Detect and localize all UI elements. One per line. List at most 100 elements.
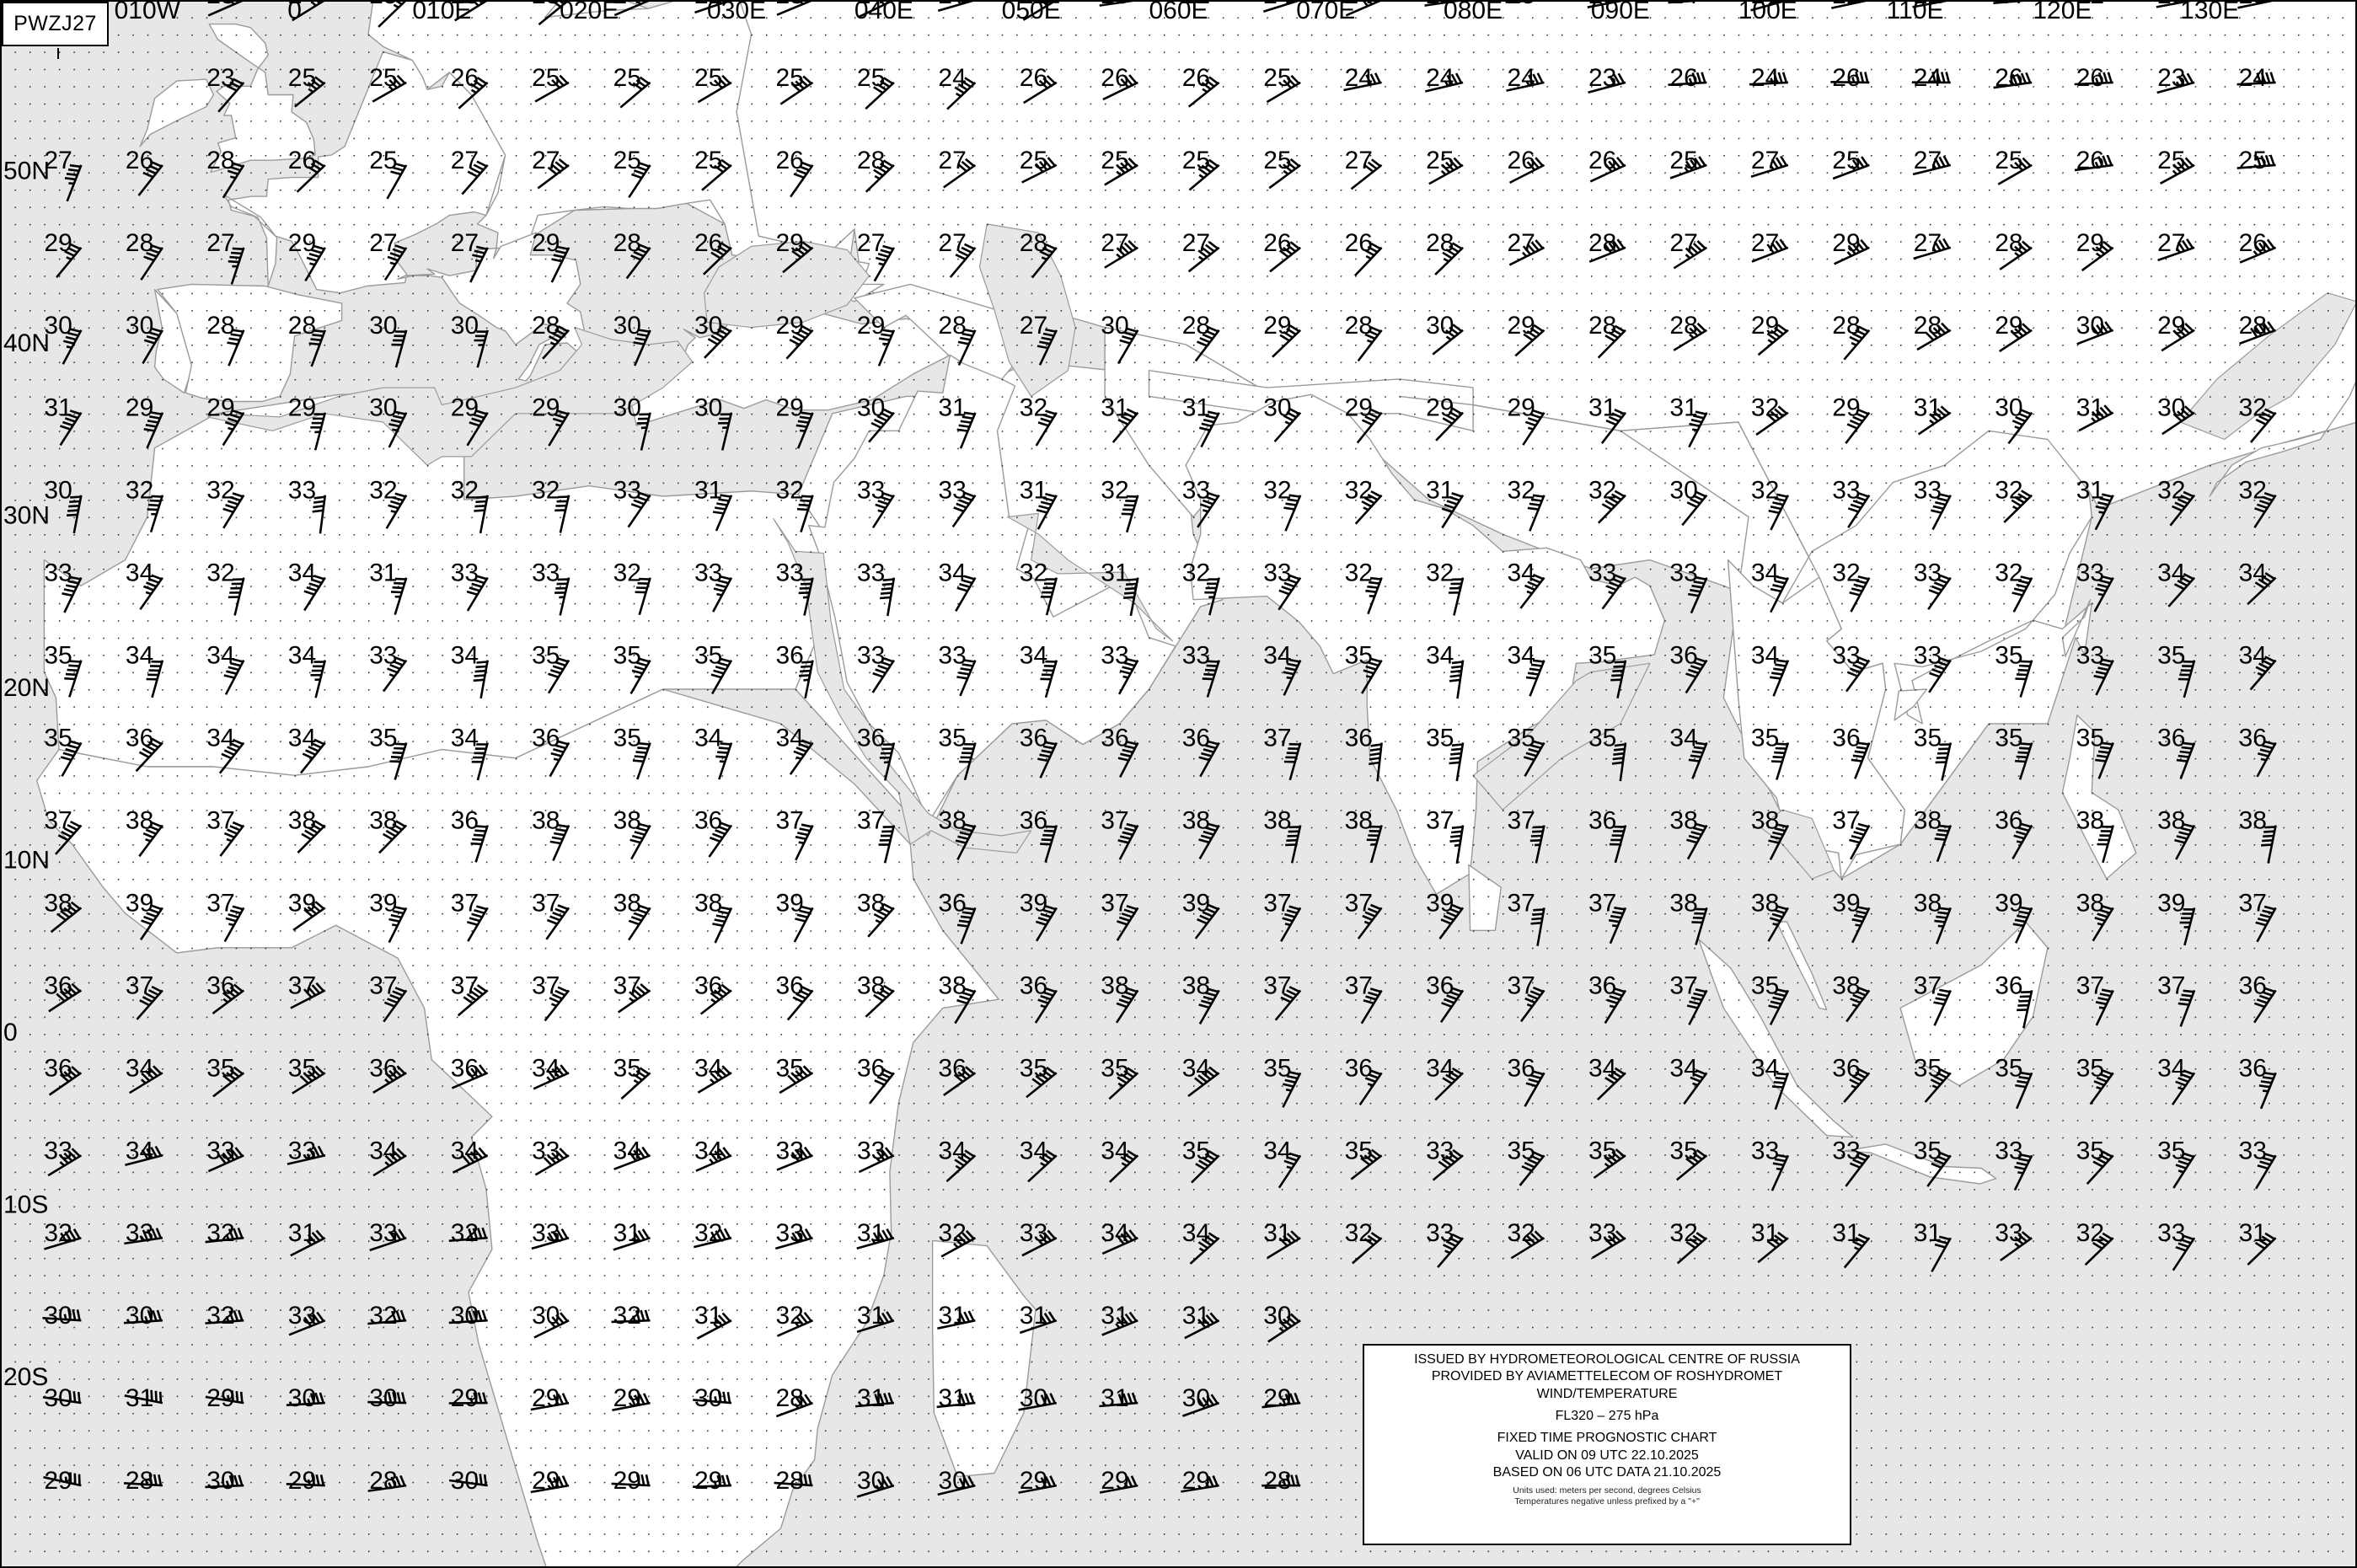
svg-text:25: 25	[532, 64, 560, 92]
svg-text:30: 30	[126, 1302, 153, 1330]
svg-text:28: 28	[1832, 312, 1860, 340]
svg-text:34: 34	[1263, 642, 1291, 670]
svg-text:36: 36	[857, 1054, 885, 1082]
svg-text:27: 27	[451, 229, 479, 257]
svg-text:31: 31	[1101, 394, 1128, 422]
svg-text:34: 34	[1101, 1219, 1128, 1247]
svg-text:33: 33	[694, 559, 722, 587]
svg-text:30: 30	[1426, 312, 1454, 340]
svg-text:29: 29	[1508, 394, 1535, 422]
svg-text:36: 36	[1020, 807, 1047, 835]
svg-text:30: 30	[1995, 394, 2022, 422]
svg-text:34: 34	[938, 1137, 966, 1164]
svg-text:34: 34	[288, 642, 316, 670]
svg-text:33: 33	[1588, 559, 1616, 587]
svg-text:38: 38	[1669, 807, 1697, 835]
svg-text:29: 29	[1832, 229, 1860, 257]
svg-text:29: 29	[1182, 1467, 1210, 1495]
svg-text:29: 29	[126, 394, 153, 422]
svg-text:34: 34	[1020, 642, 1047, 670]
svg-text:33: 33	[288, 1302, 316, 1330]
svg-text:29: 29	[44, 229, 72, 257]
svg-text:28: 28	[126, 1467, 153, 1495]
svg-text:34: 34	[613, 1137, 641, 1164]
svg-text:37: 37	[451, 971, 479, 999]
svg-text:27: 27	[938, 147, 966, 174]
svg-text:36: 36	[857, 725, 885, 752]
svg-text:36: 36	[451, 807, 479, 835]
svg-text:35: 35	[1508, 725, 1535, 752]
svg-text:38: 38	[369, 807, 397, 835]
svg-text:29: 29	[857, 312, 885, 340]
svg-text:25: 25	[2239, 147, 2267, 174]
svg-text:34: 34	[451, 642, 479, 670]
svg-text:38: 38	[694, 889, 722, 917]
svg-text:38: 38	[857, 971, 885, 999]
svg-text:35: 35	[776, 1054, 804, 1082]
svg-text:29: 29	[613, 1384, 641, 1412]
svg-text:34: 34	[1669, 725, 1697, 752]
svg-text:29: 29	[451, 1384, 479, 1412]
svg-text:29: 29	[1751, 312, 1779, 340]
svg-text:30N: 30N	[3, 502, 50, 530]
svg-text:39: 39	[1182, 889, 1210, 917]
svg-text:25: 25	[1508, 0, 1535, 9]
svg-text:33: 33	[288, 477, 316, 505]
svg-text:28: 28	[613, 229, 641, 257]
svg-text:29: 29	[1263, 312, 1291, 340]
svg-text:27: 27	[1751, 229, 1779, 257]
svg-text:29: 29	[1345, 394, 1373, 422]
svg-text:32: 32	[2239, 477, 2267, 505]
svg-text:35: 35	[1588, 1137, 1616, 1164]
svg-text:35: 35	[1426, 725, 1454, 752]
svg-text:34: 34	[1508, 642, 1535, 670]
svg-text:31: 31	[1832, 1219, 1860, 1247]
svg-text:32: 32	[532, 477, 560, 505]
svg-text:34: 34	[1751, 559, 1779, 587]
svg-text:38: 38	[532, 807, 560, 835]
svg-text:39: 39	[126, 889, 153, 917]
svg-text:25: 25	[1426, 147, 1454, 174]
svg-text:33: 33	[44, 559, 72, 587]
svg-text:32: 32	[1426, 559, 1454, 587]
svg-text:29: 29	[776, 312, 804, 340]
svg-text:30: 30	[451, 1302, 479, 1330]
svg-text:38: 38	[1263, 807, 1291, 835]
svg-text:38: 38	[1345, 807, 1373, 835]
svg-text:31: 31	[938, 1384, 966, 1412]
svg-text:37: 37	[613, 971, 641, 999]
svg-text:23: 23	[776, 0, 804, 9]
svg-text:38: 38	[857, 889, 885, 917]
svg-text:32: 32	[1020, 394, 1047, 422]
svg-text:37: 37	[2239, 889, 2267, 917]
svg-text:32: 32	[1588, 477, 1616, 505]
svg-text:35: 35	[369, 725, 397, 752]
svg-text:26: 26	[1101, 64, 1128, 92]
svg-text:27: 27	[1914, 229, 1942, 257]
svg-text:36: 36	[1426, 971, 1454, 999]
svg-text:36: 36	[126, 725, 153, 752]
svg-text:37: 37	[1669, 971, 1697, 999]
svg-text:34: 34	[1751, 642, 1779, 670]
svg-text:28: 28	[1914, 312, 1942, 340]
svg-text:28: 28	[369, 1467, 397, 1495]
svg-text:080E: 080E	[1444, 0, 1503, 24]
svg-text:37: 37	[1345, 971, 1373, 999]
svg-text:34: 34	[694, 1054, 722, 1082]
svg-text:25: 25	[857, 64, 885, 92]
svg-text:33: 33	[938, 477, 966, 505]
svg-text:29: 29	[1832, 394, 1860, 422]
svg-text:39: 39	[1020, 889, 1047, 917]
svg-text:35: 35	[1345, 642, 1373, 670]
svg-text:040E: 040E	[854, 0, 913, 24]
svg-text:33: 33	[369, 642, 397, 670]
svg-text:34: 34	[288, 725, 316, 752]
svg-text:34: 34	[1508, 559, 1535, 587]
svg-text:31: 31	[938, 394, 966, 422]
svg-text:36: 36	[2157, 725, 2185, 752]
svg-text:32: 32	[776, 477, 804, 505]
svg-text:100E: 100E	[1738, 0, 1797, 24]
svg-text:32: 32	[1832, 559, 1860, 587]
svg-text:38: 38	[288, 807, 316, 835]
svg-text:26: 26	[1508, 147, 1535, 174]
